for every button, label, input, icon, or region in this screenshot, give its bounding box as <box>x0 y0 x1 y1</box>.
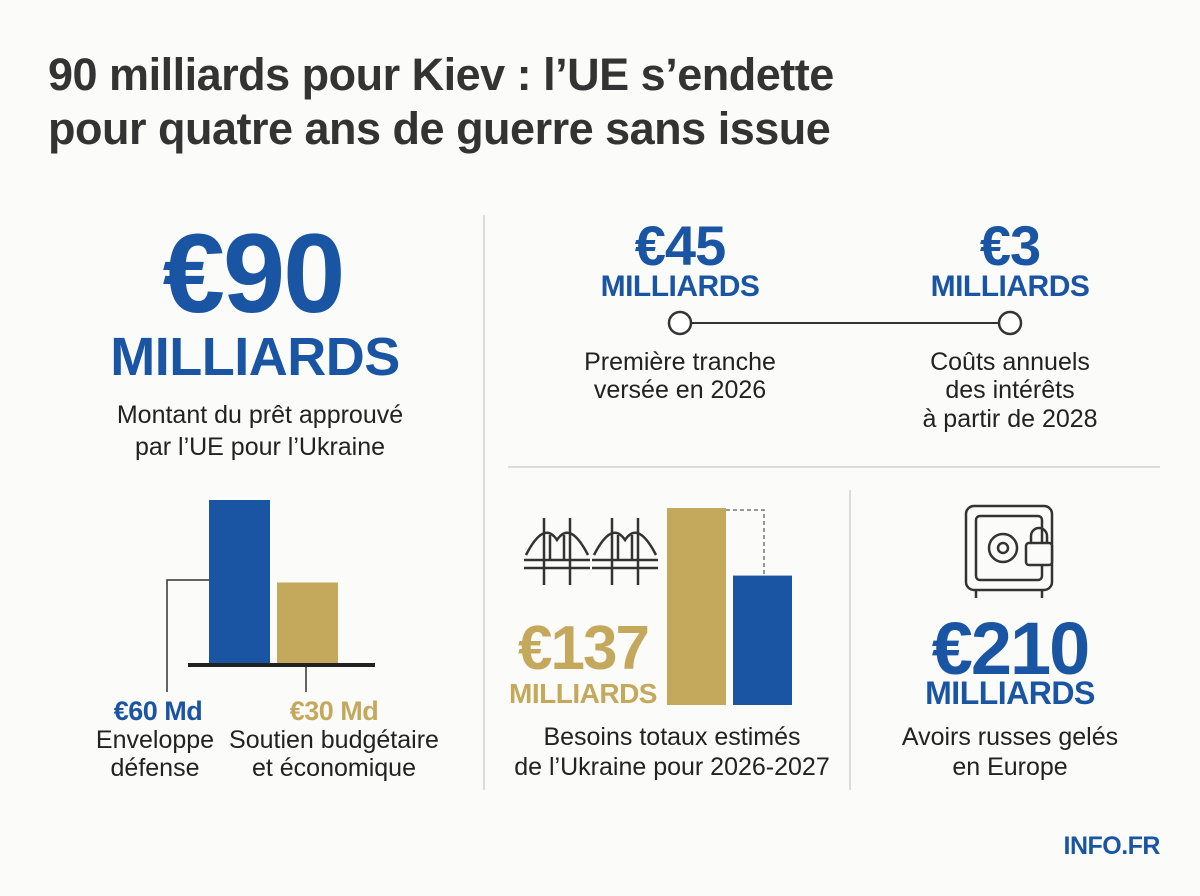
bar-value-label: €60 Md <box>113 696 203 726</box>
timeline-caption: Première tranche <box>584 348 776 376</box>
needs-amount: €137 <box>518 614 650 683</box>
bar-label: et économique <box>251 754 416 782</box>
loan-description: par l’UE pour l’Ukraine <box>134 433 386 461</box>
bar <box>277 582 338 665</box>
bar-value-label: €30 Md <box>289 696 379 726</box>
safe-icon <box>964 504 1054 598</box>
bar <box>209 500 270 665</box>
needs-chart <box>667 508 792 705</box>
timeline-amount: €3 <box>979 214 1041 277</box>
bar-label: défense <box>110 754 200 782</box>
needs-caption: de l’Ukraine pour 2026-2027 <box>514 753 830 781</box>
loan-amount: €90 <box>162 211 346 336</box>
assets-caption: Avoirs russes gelés <box>901 723 1119 751</box>
loan-unit: MILLIARDS <box>110 327 400 387</box>
dividers <box>483 215 1160 790</box>
timeline-caption: à partir de 2028 <box>922 405 1098 433</box>
split-chart <box>209 500 338 665</box>
timeline-point <box>667 310 693 336</box>
timeline-unit: MILLIARDS <box>600 270 760 303</box>
needs-unit: MILLIARDS <box>509 678 657 709</box>
bar-label: Soutien budgétaire <box>229 726 439 754</box>
bar-label: Enveloppe <box>95 726 215 754</box>
assets-caption: en Europe <box>952 753 1068 781</box>
brand: INFO.FR <box>1063 832 1161 860</box>
needs-caption: Besoins totaux estimés <box>543 723 801 751</box>
timeline-caption: des intérêts <box>945 376 1075 404</box>
bar <box>733 575 792 705</box>
assets-amount: €210 <box>931 607 1091 690</box>
timeline-point <box>997 310 1023 336</box>
bridge-icon <box>524 518 658 585</box>
loan-description: Montant du prêt approuvé <box>116 401 404 429</box>
timeline-amount: €45 <box>634 214 726 277</box>
title-line: pour quatre ans de guerre sans issue <box>48 103 831 154</box>
timeline-unit: MILLIARDS <box>930 270 1090 303</box>
title-line: 90 milliards pour Kiev : l’UE s’endette <box>48 49 834 100</box>
timeline-caption: Coûts annuels <box>930 348 1090 376</box>
bar <box>667 508 726 705</box>
timeline-caption: versée en 2026 <box>593 376 767 404</box>
assets-unit: MILLIARDS <box>925 675 1095 711</box>
difference-line <box>726 509 765 576</box>
